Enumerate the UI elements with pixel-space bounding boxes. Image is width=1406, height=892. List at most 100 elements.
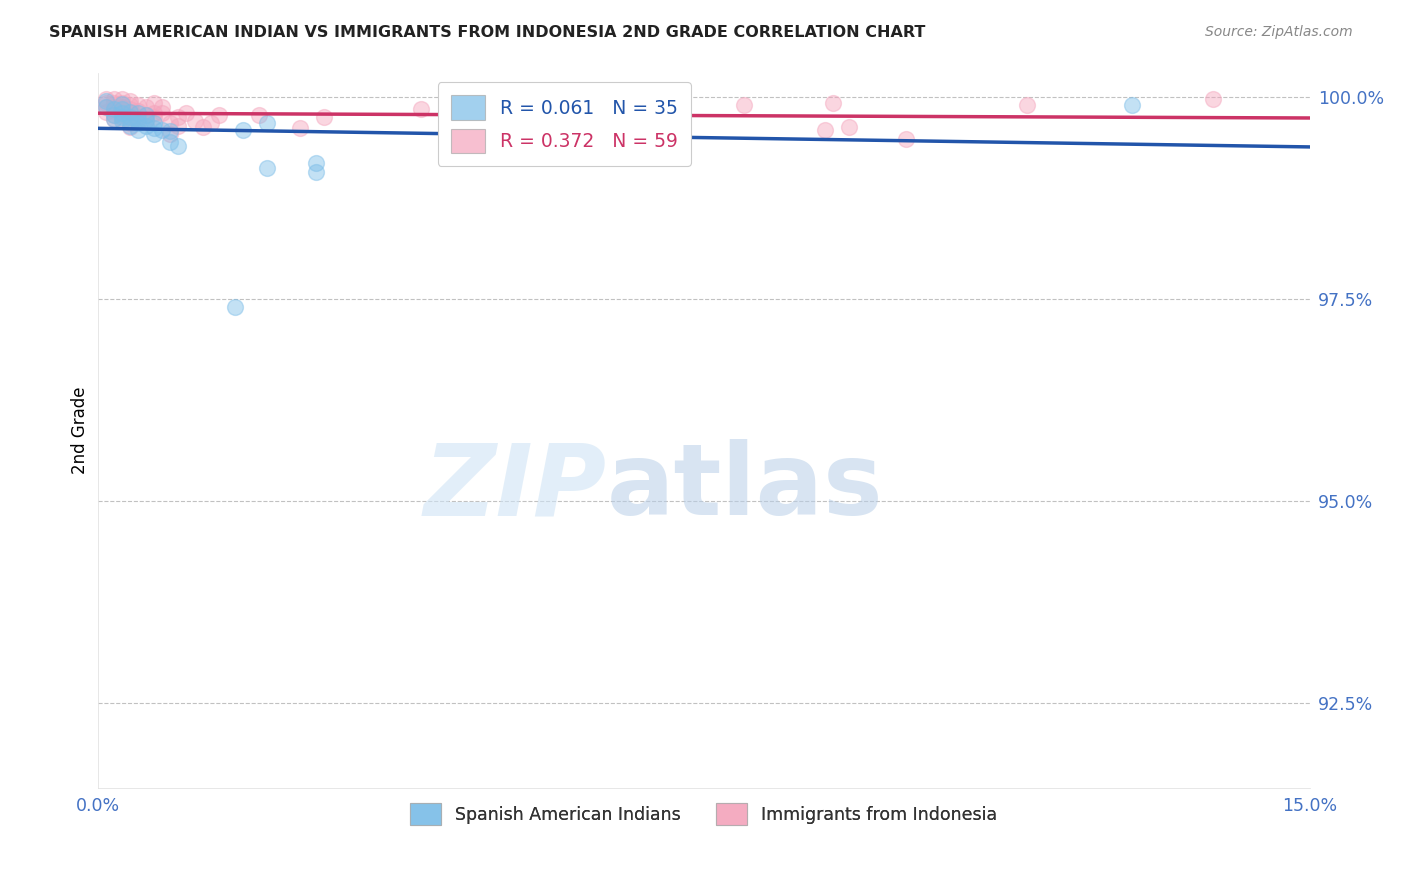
Point <box>94 100 117 114</box>
Point <box>103 92 125 106</box>
Text: Source: ZipAtlas.com: Source: ZipAtlas.com <box>1205 25 1353 39</box>
Point <box>118 104 141 119</box>
Point <box>127 103 149 118</box>
Point <box>135 119 157 133</box>
Point <box>118 111 141 125</box>
Point <box>103 103 125 118</box>
Point <box>247 108 270 122</box>
Point <box>94 95 117 110</box>
Point <box>143 111 166 125</box>
Point <box>127 116 149 130</box>
Point <box>118 103 141 117</box>
Point <box>94 100 117 114</box>
Point <box>159 116 181 130</box>
Point <box>305 164 328 178</box>
Point <box>176 106 198 120</box>
Point <box>118 120 141 135</box>
Point <box>143 127 166 141</box>
Point <box>312 111 335 125</box>
Text: atlas: atlas <box>606 440 883 536</box>
Point <box>118 111 141 125</box>
Y-axis label: 2nd Grade: 2nd Grade <box>72 387 89 475</box>
Point <box>118 114 141 128</box>
Point <box>814 122 837 136</box>
Point <box>118 116 141 130</box>
Point <box>733 98 755 112</box>
Text: ZIP: ZIP <box>423 440 606 536</box>
Point <box>491 108 513 122</box>
Point <box>111 96 134 111</box>
Point <box>224 301 246 315</box>
Point <box>200 116 222 130</box>
Point <box>159 124 181 138</box>
Point <box>103 112 125 126</box>
Point <box>159 127 181 141</box>
Point <box>111 103 134 117</box>
Point <box>167 119 190 133</box>
Point <box>118 95 141 109</box>
Point <box>1121 98 1143 112</box>
Point <box>111 92 134 106</box>
Point <box>111 100 134 114</box>
Point <box>94 92 117 106</box>
Point <box>103 108 125 122</box>
Point <box>127 114 149 128</box>
Point <box>530 104 553 119</box>
Point <box>305 156 328 170</box>
Point <box>135 112 157 127</box>
Point <box>191 120 214 135</box>
Point <box>111 106 134 120</box>
Legend: Spanish American Indians, Immigrants from Indonesia: Spanish American Indians, Immigrants fro… <box>402 795 1005 833</box>
Point <box>652 124 675 138</box>
Point <box>167 111 190 125</box>
Point <box>150 106 173 120</box>
Point <box>167 138 190 153</box>
Point <box>111 111 134 125</box>
Point <box>159 135 181 149</box>
Point <box>111 108 134 122</box>
Point <box>118 106 141 120</box>
Point <box>183 114 205 128</box>
Point <box>150 100 173 114</box>
Point <box>103 108 125 122</box>
Point <box>94 95 117 109</box>
Point <box>256 116 278 130</box>
Point <box>103 95 125 110</box>
Point <box>103 100 125 114</box>
Point <box>127 112 149 126</box>
Point <box>127 111 149 125</box>
Point <box>838 120 860 135</box>
Point <box>111 112 134 126</box>
Text: SPANISH AMERICAN INDIAN VS IMMIGRANTS FROM INDONESIA 2ND GRADE CORRELATION CHART: SPANISH AMERICAN INDIAN VS IMMIGRANTS FR… <box>49 25 925 40</box>
Point <box>135 112 157 127</box>
Point <box>143 95 166 110</box>
Point <box>135 100 157 114</box>
Point <box>232 122 254 136</box>
Point <box>595 103 617 117</box>
Point <box>118 98 141 112</box>
Point <box>1015 98 1038 112</box>
Point <box>103 112 125 126</box>
Point <box>409 103 432 117</box>
Point <box>127 98 149 112</box>
Point <box>288 120 311 135</box>
Point <box>894 132 917 146</box>
Point <box>111 103 134 118</box>
Point <box>94 104 117 119</box>
Point <box>256 161 278 176</box>
Point <box>821 95 844 110</box>
Point <box>127 122 149 136</box>
Point <box>127 106 149 120</box>
Point <box>1201 92 1223 106</box>
Point <box>150 122 173 136</box>
Point <box>111 114 134 128</box>
Point <box>143 116 166 130</box>
Point <box>103 103 125 117</box>
Point <box>111 95 134 110</box>
Point <box>135 108 157 122</box>
Point <box>118 119 141 133</box>
Point <box>143 120 166 135</box>
Point <box>135 108 157 122</box>
Point <box>208 108 231 122</box>
Point <box>143 106 166 120</box>
